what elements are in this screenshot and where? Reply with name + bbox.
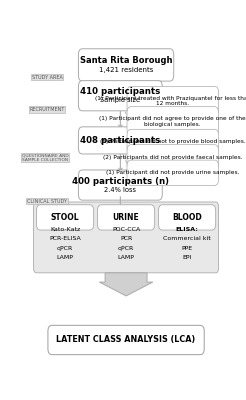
Text: qPCR: qPCR: [57, 246, 73, 251]
Text: (1) Participant did not agree to provide one of the
biological samples.: (1) Participant did not agree to provide…: [99, 116, 246, 127]
Text: PPE: PPE: [182, 246, 193, 251]
FancyBboxPatch shape: [78, 127, 162, 154]
Text: 1,421 residents: 1,421 residents: [99, 67, 153, 73]
FancyBboxPatch shape: [48, 325, 204, 355]
FancyBboxPatch shape: [36, 205, 94, 230]
Text: 410 participants: 410 participants: [80, 87, 160, 96]
Text: POC-CCA: POC-CCA: [112, 227, 140, 232]
FancyBboxPatch shape: [127, 129, 218, 154]
Text: ELISA:: ELISA:: [176, 227, 199, 232]
FancyBboxPatch shape: [97, 205, 155, 230]
Text: STOOL: STOOL: [51, 213, 79, 222]
Text: PCR: PCR: [120, 236, 132, 242]
FancyArrow shape: [99, 273, 153, 296]
Text: LAMP: LAMP: [57, 255, 74, 260]
Text: Santa Rita Borough: Santa Rita Borough: [80, 56, 172, 64]
Text: QUESTIONNAIRE AND
SAMPLE COLLECTION: QUESTIONNAIRE AND SAMPLE COLLECTION: [22, 153, 68, 162]
FancyBboxPatch shape: [127, 160, 218, 185]
Text: PCR-ELISA: PCR-ELISA: [49, 236, 81, 242]
Text: qPCR: qPCR: [118, 246, 134, 251]
Text: (1) Participant did not provide urine samples.: (1) Participant did not provide urine sa…: [106, 170, 240, 175]
FancyBboxPatch shape: [78, 81, 162, 111]
FancyBboxPatch shape: [34, 202, 218, 273]
FancyBboxPatch shape: [127, 107, 218, 136]
FancyBboxPatch shape: [127, 86, 218, 116]
Text: (1) Participant treated with Praziquantel for less than
12 months.: (1) Participant treated with Praziquante…: [95, 96, 246, 106]
Text: 400 participants (n): 400 participants (n): [72, 176, 169, 186]
FancyBboxPatch shape: [127, 145, 218, 170]
Text: (5) Participants did not to provide blood samples.: (5) Participants did not to provide bloo…: [100, 140, 246, 144]
FancyBboxPatch shape: [158, 205, 216, 230]
Text: Commercial kit: Commercial kit: [163, 236, 211, 242]
Text: EPI: EPI: [182, 255, 192, 260]
FancyBboxPatch shape: [78, 170, 162, 200]
Text: 408 participants: 408 participants: [80, 136, 160, 145]
Text: RECRUITMENT: RECRUITMENT: [29, 107, 65, 112]
Text: (2) Participants did not provide faecal samples.: (2) Participants did not provide faecal …: [103, 155, 243, 160]
Text: LAMP: LAMP: [118, 255, 135, 260]
Text: CLINICAL STUDY: CLINICAL STUDY: [27, 198, 67, 204]
Text: Sample size: Sample size: [100, 97, 140, 103]
Text: URINE: URINE: [113, 213, 139, 222]
Text: 2.4% loss: 2.4% loss: [104, 187, 136, 193]
Text: BLOOD: BLOOD: [172, 213, 202, 222]
Text: LATENT CLASS ANALYSIS (LCA): LATENT CLASS ANALYSIS (LCA): [56, 336, 196, 344]
FancyBboxPatch shape: [78, 49, 174, 81]
Text: STUDY AREA: STUDY AREA: [31, 75, 62, 80]
Text: Kato-Katz: Kato-Katz: [50, 227, 80, 232]
